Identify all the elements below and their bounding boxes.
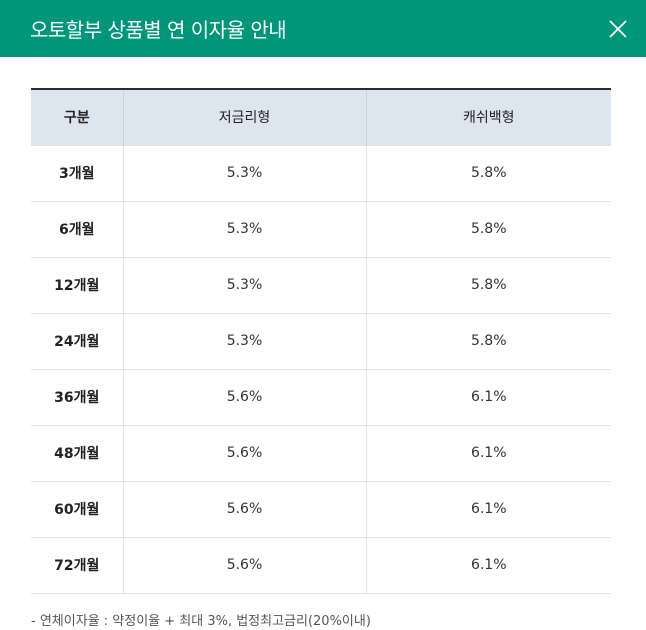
low-rate-cell: 5.6% xyxy=(122,480,366,537)
close-button[interactable] xyxy=(589,0,646,57)
modal-header: 오토할부 상품별 연 이자율 안내 xyxy=(0,0,646,57)
low-rate-cell: 5.3% xyxy=(122,312,366,369)
cashback-cell: 6.1% xyxy=(365,368,611,425)
table-row: 6개월 5.3% 5.8% xyxy=(31,200,611,257)
low-rate-cell: 5.3% xyxy=(122,256,366,313)
cashback-cell: 6.1% xyxy=(365,536,611,594)
column-header-cashback: 캐쉬백형 xyxy=(365,89,611,145)
table-row: 12개월 5.3% 5.8% xyxy=(31,256,611,313)
cashback-cell: 6.1% xyxy=(365,424,611,481)
table-row: 24개월 5.3% 5.8% xyxy=(31,312,611,369)
term-cell: 36개월 xyxy=(31,368,123,425)
low-rate-cell: 5.3% xyxy=(122,200,366,257)
table-header-row: 구분 저금리형 캐쉬백형 xyxy=(31,89,611,145)
term-cell: 12개월 xyxy=(31,256,123,313)
low-rate-cell: 5.6% xyxy=(122,536,366,594)
close-icon xyxy=(608,19,627,38)
table-row: 3개월 5.3% 5.8% xyxy=(31,144,611,201)
low-rate-cell: 5.6% xyxy=(122,424,366,481)
late-interest-footnote: - 연체이자율 : 약정이율 + 최대 3%, 법정최고금리(20%이내) xyxy=(31,614,371,629)
interest-rate-table-container: 구분 저금리형 캐쉬백형 3개월 5.3% 5.8% 6개월 5.3% 5.8%… xyxy=(31,88,611,594)
low-rate-cell: 5.3% xyxy=(122,144,366,201)
low-rate-cell: 5.6% xyxy=(122,368,366,425)
table-row: 72개월 5.6% 6.1% xyxy=(31,536,611,594)
table-row: 48개월 5.6% 6.1% xyxy=(31,424,611,481)
interest-rate-table: 구분 저금리형 캐쉬백형 3개월 5.3% 5.8% 6개월 5.3% 5.8%… xyxy=(31,88,611,594)
cashback-cell: 5.8% xyxy=(365,144,611,201)
table-row: 36개월 5.6% 6.1% xyxy=(31,368,611,425)
term-cell: 72개월 xyxy=(31,536,123,594)
column-header-low-rate: 저금리형 xyxy=(122,89,366,145)
cashback-cell: 6.1% xyxy=(365,480,611,537)
term-cell: 60개월 xyxy=(31,480,123,537)
modal-title: 오토할부 상품별 연 이자율 안내 xyxy=(30,18,287,42)
cashback-cell: 5.8% xyxy=(365,200,611,257)
term-cell: 3개월 xyxy=(31,144,123,201)
term-cell: 6개월 xyxy=(31,200,123,257)
term-cell: 24개월 xyxy=(31,312,123,369)
cashback-cell: 5.8% xyxy=(365,312,611,369)
term-cell: 48개월 xyxy=(31,424,123,481)
cashback-cell: 5.8% xyxy=(365,256,611,313)
column-header-term: 구분 xyxy=(31,89,123,145)
table-row: 60개월 5.6% 6.1% xyxy=(31,480,611,537)
